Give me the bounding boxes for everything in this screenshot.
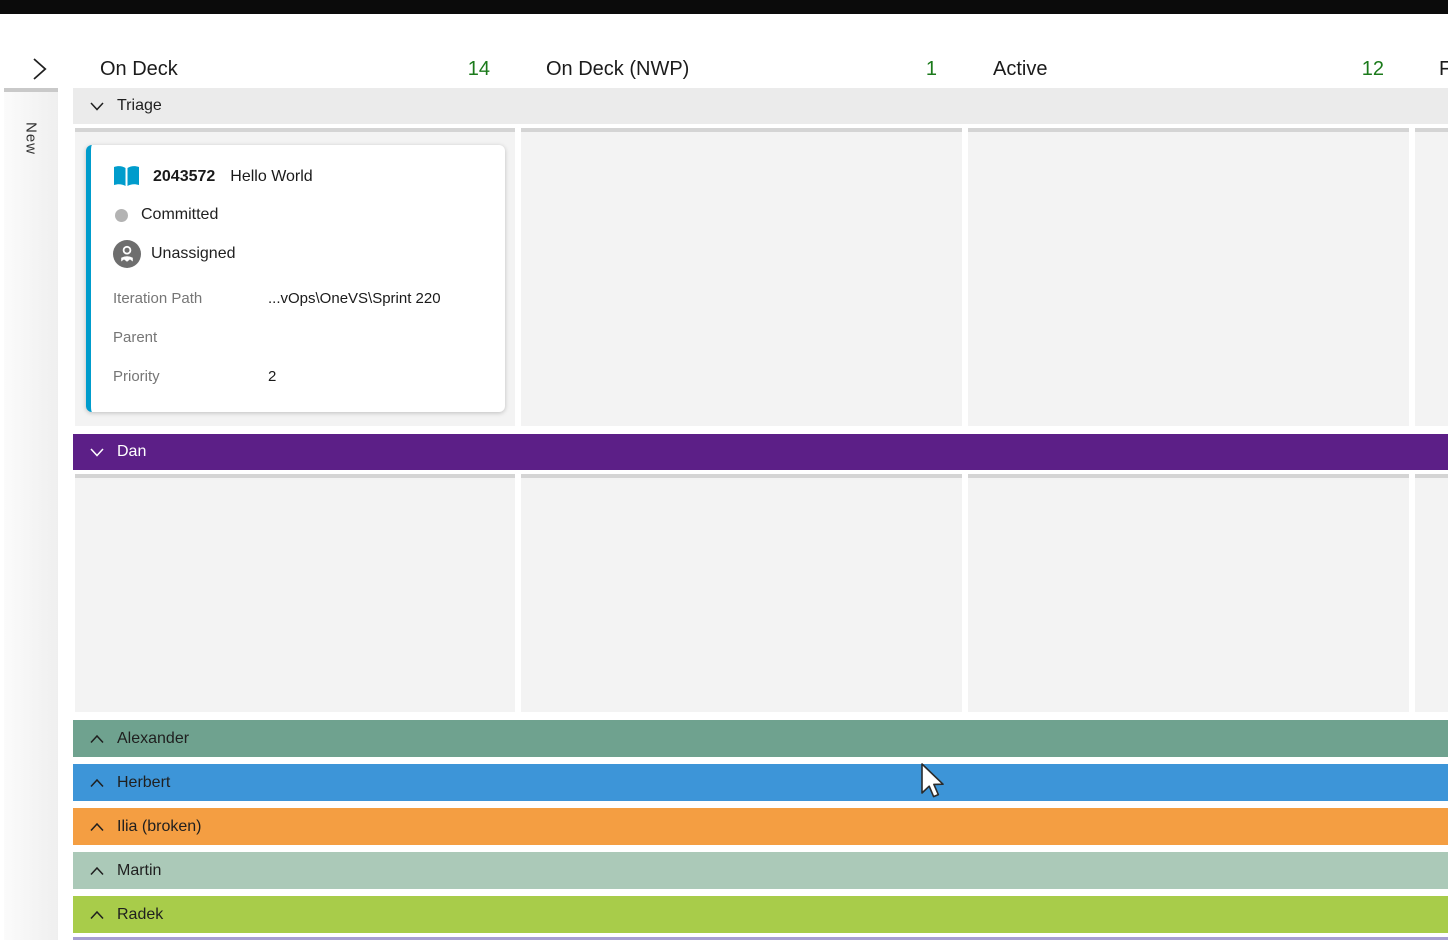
state-dot-icon xyxy=(115,208,128,222)
swimlane-header-triage[interactable]: Triage xyxy=(73,88,1448,124)
column-count: 1 xyxy=(925,57,937,80)
board-header: On Deck 14 On Deck (NWP) 1 Active 12 F xyxy=(0,14,1448,88)
board-cell-dan-on-deck-nwp xyxy=(521,474,962,712)
column-name: Active xyxy=(993,57,1048,80)
field-value-iteration-path[interactable]: ...vOps\OneVS\Sprint 220 xyxy=(268,290,441,307)
swimlane-label: Martin xyxy=(117,861,162,879)
chevron-up-icon[interactable] xyxy=(88,818,106,836)
field-label-priority: Priority xyxy=(113,368,160,385)
chevron-right-icon xyxy=(29,56,49,82)
chevron-down-icon[interactable] xyxy=(88,443,106,461)
chevron-up-icon[interactable] xyxy=(88,862,106,880)
swimlane-label: Dan xyxy=(117,443,147,460)
swimlane-header-alexander[interactable]: Alexander xyxy=(73,720,1448,757)
column-header-on-deck: On Deck 14 xyxy=(75,44,515,94)
backlog-item-book-icon xyxy=(113,165,140,189)
column-header-partial: F xyxy=(1415,44,1448,94)
swimlane-header-partial xyxy=(73,937,1448,940)
field-label-parent: Parent xyxy=(113,329,158,346)
chevron-up-icon[interactable] xyxy=(88,906,106,924)
column-count: 12 xyxy=(1361,57,1384,80)
swimlane-header-dan[interactable]: Dan xyxy=(73,434,1448,470)
column-header-on-deck-nwp: On Deck (NWP) 1 xyxy=(521,44,962,94)
board-cell-dan-active xyxy=(968,474,1409,712)
swimlane-header-herbert[interactable]: Herbert xyxy=(73,764,1448,801)
top-bar xyxy=(0,0,1448,14)
column-count: 14 xyxy=(467,57,490,80)
work-item-card[interactable]: 2043572 Hello World Committed Unassigned… xyxy=(86,145,505,412)
field-value-priority[interactable]: 2 xyxy=(268,368,277,385)
swimlane-header-radek[interactable]: Radek xyxy=(73,896,1448,933)
field-label-iteration-path: Iteration Path xyxy=(113,290,203,307)
swimlane-label: Triage xyxy=(117,97,162,114)
board-cell-dan-on-deck xyxy=(75,474,515,712)
expand-column-button[interactable] xyxy=(24,54,54,84)
column-header-active: Active 12 xyxy=(968,44,1409,94)
chevron-up-icon[interactable] xyxy=(88,730,106,748)
swimlane-label: Radek xyxy=(117,905,164,923)
unassigned-avatar-icon xyxy=(113,240,141,268)
chevron-down-icon[interactable] xyxy=(88,97,106,115)
board-cell-triage-partial xyxy=(1415,128,1448,426)
column-name: On Deck (NWP) xyxy=(546,57,690,80)
chevron-up-icon[interactable] xyxy=(88,774,106,792)
swimlane-label: Alexander xyxy=(117,729,190,747)
swimlane-label: Ilia (broken) xyxy=(117,817,202,835)
swimlane-label: Herbert xyxy=(117,773,171,791)
column-name: On Deck xyxy=(100,57,178,80)
collapsed-column-label: New xyxy=(22,122,40,156)
work-item-id: 2043572 xyxy=(153,168,216,185)
swimlane-header-martin[interactable]: Martin xyxy=(73,852,1448,889)
column-name: F xyxy=(1439,57,1448,80)
board-cell-triage-active xyxy=(968,128,1409,426)
swimlane-header-ilia[interactable]: Ilia (broken) xyxy=(73,808,1448,845)
collapsed-column-new[interactable]: New xyxy=(4,88,58,940)
work-item-state[interactable]: Committed xyxy=(141,206,219,223)
work-item-assignee[interactable]: Unassigned xyxy=(151,245,236,262)
work-item-title[interactable]: Hello World xyxy=(230,168,313,185)
board-cell-triage-on-deck-nwp xyxy=(521,128,962,426)
board-cell-dan-partial xyxy=(1415,474,1448,712)
